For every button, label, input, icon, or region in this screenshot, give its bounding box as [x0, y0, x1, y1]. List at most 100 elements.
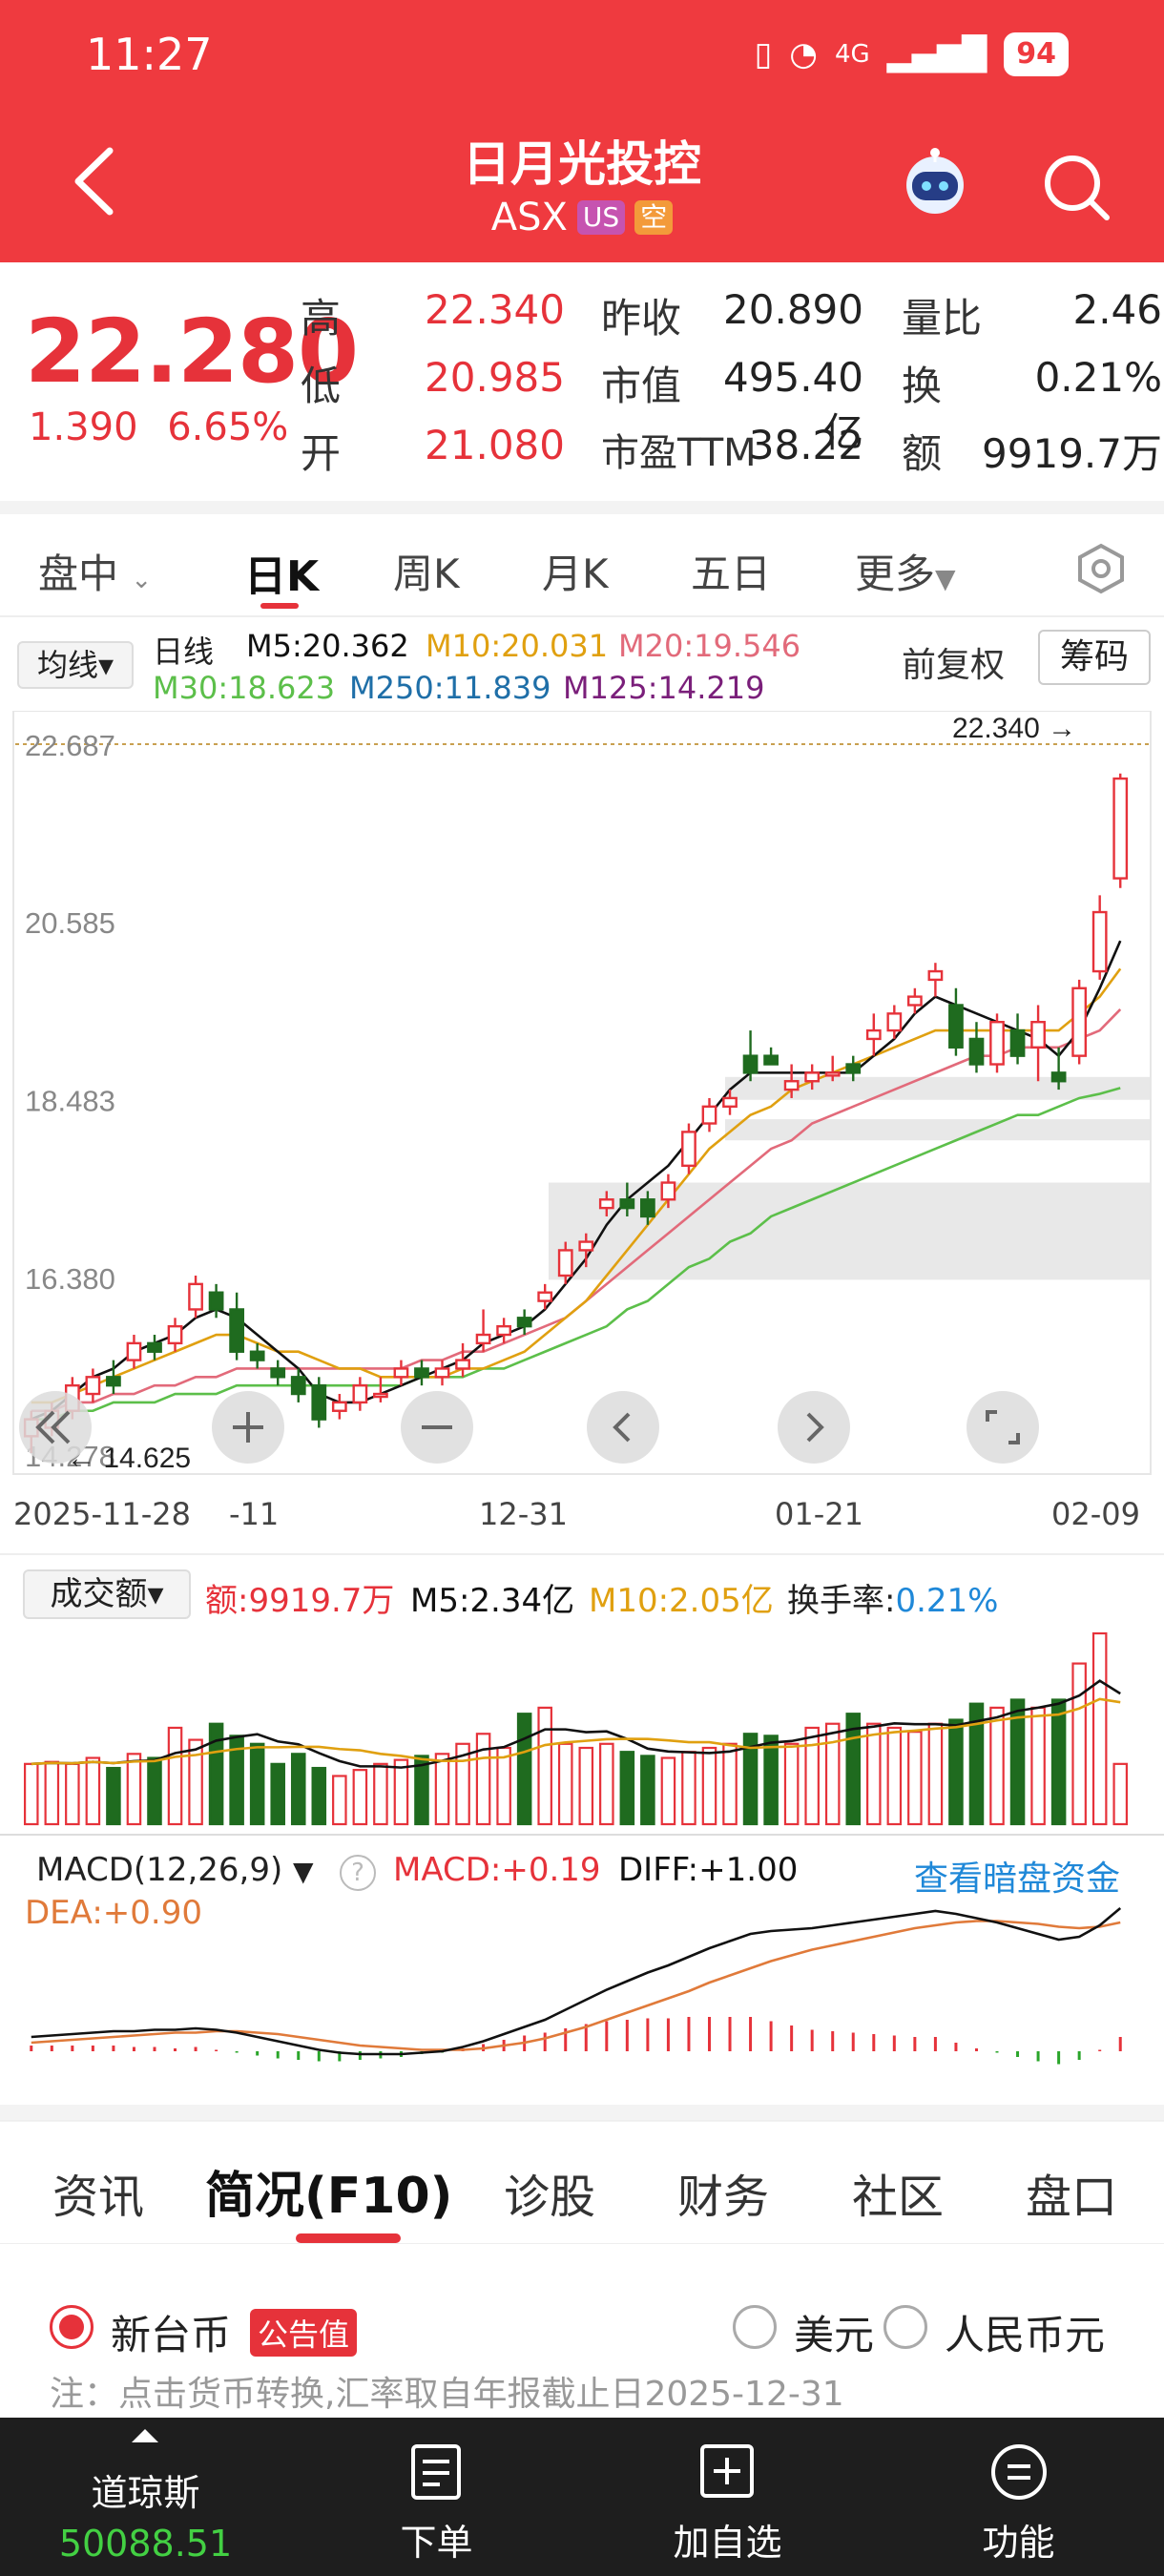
candle [1030, 1021, 1046, 1049]
tab-five-day[interactable]: 五日 [691, 551, 772, 597]
volume-bar [455, 1742, 470, 1826]
currency-usd-label[interactable]: 美元 [794, 2312, 875, 2358]
volume-turnover: 换手率:0.21% [787, 1574, 998, 1621]
volume-bar [722, 1742, 738, 1826]
caret-down-icon: ▼ [935, 563, 956, 594]
ma-selector[interactable]: 均线▾ [17, 641, 134, 689]
volume-bar [1030, 1706, 1046, 1826]
volume-bar [660, 1756, 676, 1826]
candle [373, 1392, 388, 1399]
ai-assistant-icon[interactable] [897, 143, 973, 219]
currency-selector: 新台币 公告值 美元 人民币元 注：点击货币转换,汇率取自年报截止日2025-1… [0, 2271, 1164, 2423]
tab-finance[interactable]: 财务 [677, 2171, 770, 2224]
volume-bar [557, 1742, 573, 1826]
tab-more[interactable]: 更多▼ [855, 542, 956, 600]
search-icon[interactable] [1040, 151, 1112, 223]
macd-value: MACD:+0.19 [393, 1851, 601, 1889]
candle [414, 1367, 429, 1379]
volume-bar [290, 1753, 306, 1826]
currency-twd-label[interactable]: 新台币 [111, 2312, 232, 2358]
candle [1050, 1071, 1067, 1083]
mktcap-value: 495.40亿 [723, 354, 863, 456]
candle [640, 1198, 655, 1218]
change-percent: 6.65% [167, 405, 289, 449]
y-tick-label: 18.483 [25, 1084, 115, 1117]
turnover-value: 0.21% [1034, 354, 1162, 401]
volume-bar [578, 1746, 594, 1826]
scroll-right-button[interactable] [778, 1391, 850, 1464]
candle [701, 1105, 717, 1125]
volume-selector-label: 成交额 [50, 1575, 148, 1613]
candle [455, 1359, 470, 1370]
tab-community[interactable]: 社区 [852, 2171, 945, 2224]
status-icons: ▯ ◔ 4G ▂▄▆█ 94 [755, 32, 1069, 76]
volume-bar [147, 1756, 162, 1826]
volume-bar [373, 1762, 388, 1826]
macd-dea: DEA:+0.90 [25, 1894, 202, 1932]
candle [290, 1376, 306, 1396]
zoom-in-button[interactable] [212, 1391, 284, 1464]
nav-functions[interactable]: 功能 [873, 2418, 1164, 2576]
radio-cny[interactable] [883, 2305, 927, 2349]
help-icon[interactable]: ? [340, 1855, 376, 1891]
announced-value-badge: 公告值 [250, 2309, 358, 2357]
fullscreen-button[interactable] [967, 1391, 1039, 1464]
diff-line [31, 1907, 1122, 2056]
high-value: 22.340 [425, 286, 565, 333]
signal-icon: ▂▄▆█ [886, 35, 987, 73]
volume-bar [845, 1713, 862, 1826]
tab-monthly-k[interactable]: 月K [542, 551, 609, 597]
volume-bar [208, 1722, 224, 1826]
currency-cny-label[interactable]: 人民币元 [945, 2312, 1106, 2358]
candle [824, 1071, 841, 1077]
adjust-mode[interactable]: 前复权 [902, 646, 1006, 685]
volume-bar [332, 1775, 347, 1826]
vibrate-icon: ▯ [754, 35, 773, 73]
kline-kind: 日线 [153, 634, 215, 670]
volume-bar [352, 1769, 368, 1826]
radio-twd[interactable] [50, 2305, 94, 2349]
macd-selector[interactable]: MACD(12,26,9) ▼ [36, 1851, 314, 1889]
tab-intraday[interactable]: 盘中 ⌄ [38, 542, 152, 600]
nav-order[interactable]: 下单 [291, 2418, 582, 2576]
volume-selector[interactable]: 成交额▾ [23, 1569, 191, 1619]
ma250-label: M250:11.839 [349, 670, 551, 706]
tab-diagnose[interactable]: 诊股 [504, 2171, 596, 2224]
ma5-label: M5:20.362 [246, 628, 409, 664]
tab-weekly-k[interactable]: 周K [393, 551, 460, 597]
scroll-left-fast-button[interactable] [19, 1391, 92, 1464]
radio-usd[interactable] [733, 2305, 777, 2349]
zoom-out-button[interactable] [401, 1391, 473, 1464]
prev-close-label: 昨收 [601, 295, 682, 342]
minus-icon [422, 1425, 452, 1429]
candle [906, 995, 923, 1007]
back-arrow-icon[interactable] [67, 143, 124, 219]
ma125-label: M125:14.219 [563, 670, 765, 706]
prev-close-value: 20.890 [723, 286, 863, 333]
tab-f10-overview[interactable]: 简况(F10) [205, 2168, 453, 2225]
nav-index-dow[interactable]: 道琼斯 50088.51 [0, 2418, 291, 2576]
volume-bar [434, 1753, 450, 1826]
macd-chart[interactable] [0, 1894, 1164, 2099]
tab-daily-k[interactable]: 日K [244, 552, 320, 601]
chips-button[interactable]: 筹码 [1038, 630, 1151, 685]
chip-band [725, 1076, 1150, 1100]
volume-bar [311, 1766, 327, 1826]
candle [106, 1376, 121, 1387]
dark-pool-link[interactable]: 查看暗盘资金 [914, 1859, 1121, 1899]
tab-news[interactable]: 资讯 [52, 2171, 145, 2224]
volume-m10: M10:2.05亿 [589, 1582, 774, 1620]
nav-add-watchlist[interactable]: 加自选 [582, 2418, 873, 2576]
volume-bar [948, 1718, 964, 1826]
market-tag-us: US [576, 200, 626, 235]
settings-hexagon-icon[interactable] [1074, 542, 1128, 595]
volume-chart[interactable] [0, 1622, 1164, 1832]
stock-ticker: ASX [490, 196, 568, 239]
volume-turnover-value: 0.21% [895, 1582, 999, 1620]
scroll-left-button[interactable] [587, 1391, 659, 1464]
tab-order-book[interactable]: 盘口 [1026, 2171, 1118, 2224]
candle [188, 1282, 203, 1311]
volume-bar [537, 1706, 552, 1826]
amount-value: 9919.7万 [982, 430, 1162, 477]
